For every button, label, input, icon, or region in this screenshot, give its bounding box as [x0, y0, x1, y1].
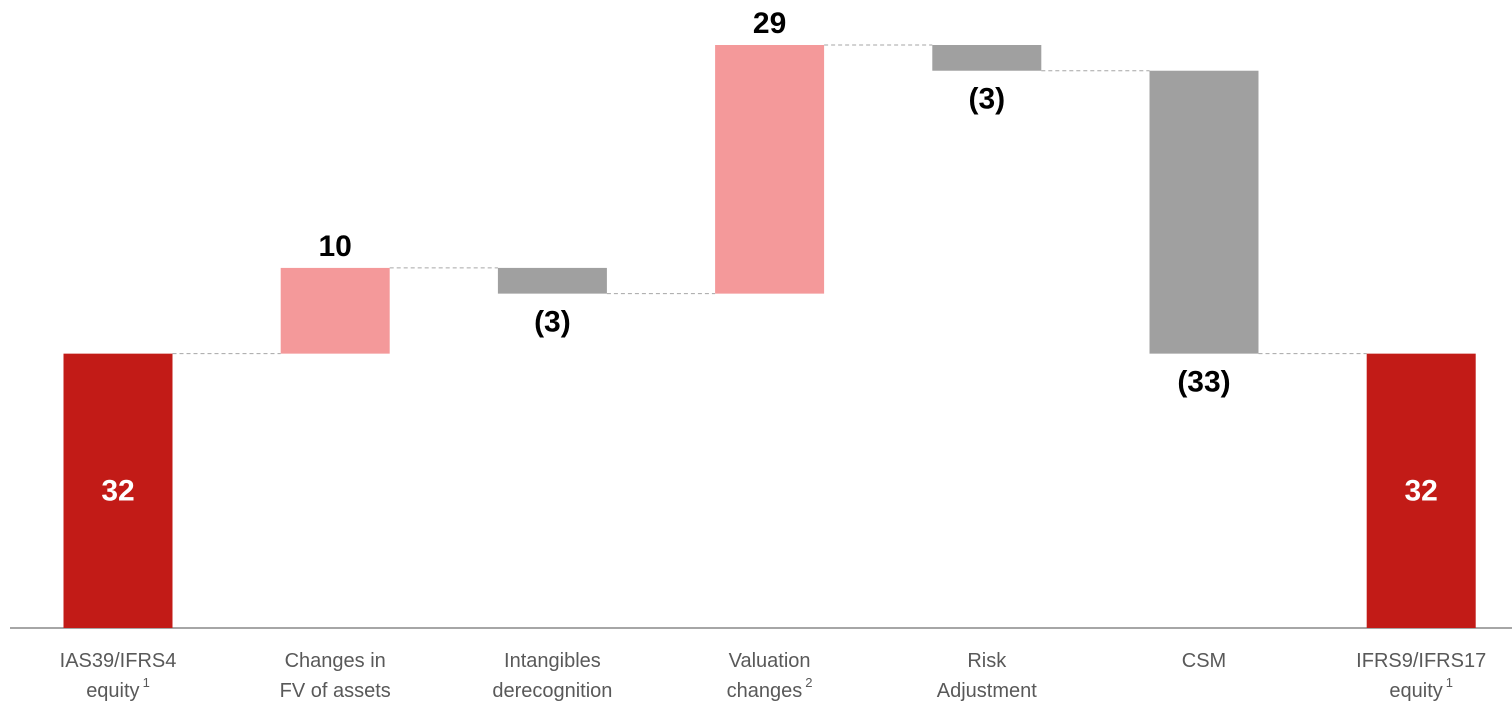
x-tick-label-text: IAS39/IFRS4 [60, 650, 177, 672]
x-tick-label-text: IFRS9/IFRS17 [1356, 650, 1486, 672]
value-label: (3) [968, 83, 1005, 116]
x-tick-label-text: derecognition [492, 680, 612, 702]
bar [932, 45, 1042, 71]
bar [280, 267, 390, 354]
bar [1149, 70, 1259, 354]
x-tick-label-text: changes [727, 680, 803, 702]
value-label: (33) [1177, 366, 1230, 399]
value-label: 29 [753, 7, 786, 40]
x-tick-label: FV of assets [280, 680, 391, 702]
x-tick-label: Intangibles [504, 650, 601, 672]
x-tick-label-text: CSM [1182, 650, 1226, 672]
x-tick-label: IAS39/IFRS4 [60, 650, 177, 672]
bar [63, 353, 173, 628]
x-tick-label: Risk [967, 650, 1007, 672]
x-tick-label: CSM [1182, 650, 1226, 672]
x-tick-label: equity 1 [86, 675, 150, 702]
x-tick-label: IFRS9/IFRS17 [1356, 650, 1486, 672]
value-label: 32 [1405, 475, 1438, 508]
footnote-mark: 1 [1446, 675, 1453, 690]
bar [1366, 353, 1476, 628]
x-tick-label: changes 2 [727, 675, 813, 702]
bar [497, 267, 607, 294]
x-tick-label-text: equity [86, 680, 139, 702]
x-tick-label-text: Adjustment [937, 680, 1037, 702]
x-tick-label: Changes in [285, 650, 386, 672]
footnote-mark: 2 [805, 675, 812, 690]
value-label: 10 [319, 230, 352, 263]
x-tick-label-text: Valuation [729, 650, 811, 672]
x-tick-label-text: Intangibles [504, 650, 601, 672]
x-tick-label: derecognition [492, 680, 612, 702]
value-label: (3) [534, 306, 571, 339]
x-tick-label: Valuation [729, 650, 811, 672]
x-tick-label: equity 1 [1389, 675, 1453, 702]
x-tick-label-text: Changes in [285, 650, 386, 672]
x-tick-label: Adjustment [937, 680, 1037, 702]
x-tick-label-text: equity [1389, 680, 1442, 702]
value-label: 32 [101, 475, 134, 508]
footnote-mark: 1 [143, 675, 150, 690]
bar [715, 45, 825, 294]
x-tick-label-text: Risk [967, 650, 1007, 672]
x-tick-label-text: FV of assets [280, 680, 391, 702]
